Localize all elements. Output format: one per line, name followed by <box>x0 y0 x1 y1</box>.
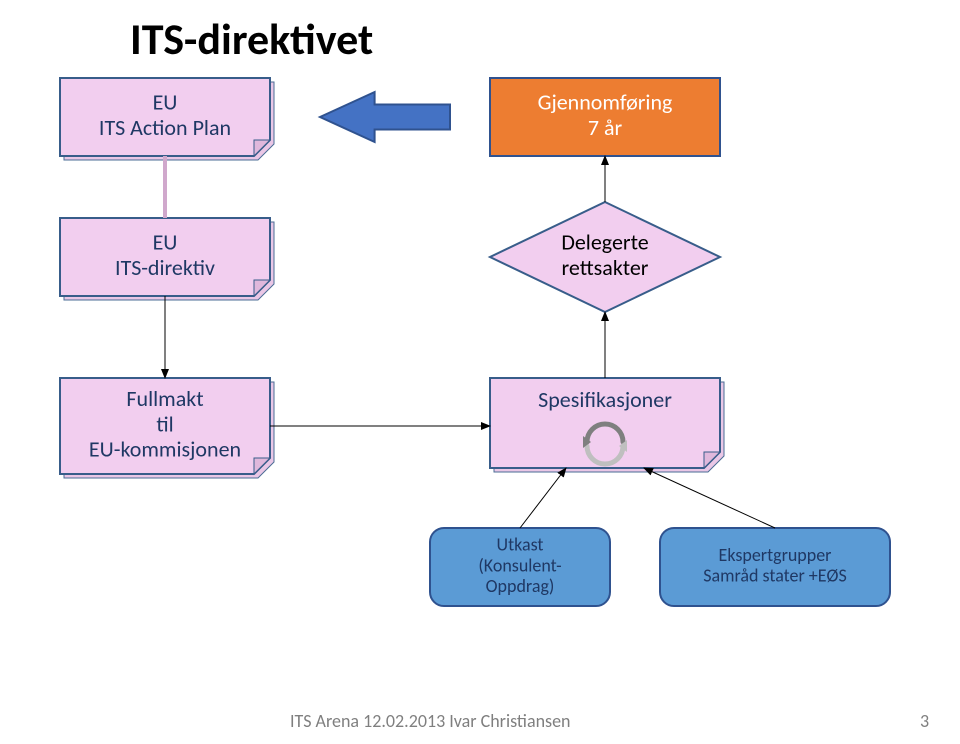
svg-text:(Konsulent-: (Konsulent- <box>478 554 561 576</box>
svg-text:7 år: 7 år <box>588 114 623 141</box>
flowchart-canvas: EUITS Action PlanGjennomføring7 årEUITS-… <box>0 0 960 744</box>
svg-text:EU: EU <box>153 89 178 116</box>
svg-text:EU-kommisjonen: EU-kommisjonen <box>89 436 241 463</box>
svg-text:Delegerte: Delegerte <box>561 229 648 256</box>
connector-6 <box>644 468 775 528</box>
svg-text:Gjennomføring: Gjennomføring <box>538 89 673 116</box>
connector-5 <box>520 468 566 528</box>
svg-text:Oppdrag): Oppdrag) <box>486 575 555 597</box>
svg-text:Ekspertgrupper: Ekspertgrupper <box>719 544 832 566</box>
svg-text:Samråd stater +EØS: Samråd stater +EØS <box>703 565 847 587</box>
svg-text:Fullmakt: Fullmakt <box>126 385 203 412</box>
svg-text:ITS-direktiv: ITS-direktiv <box>115 254 215 281</box>
svg-text:rettsakter: rettsakter <box>562 254 649 281</box>
svg-text:Spesifikasjoner: Spesifikasjoner <box>538 386 672 413</box>
svg-text:Utkast: Utkast <box>497 534 544 556</box>
svg-text:til: til <box>156 410 173 437</box>
svg-text:EU: EU <box>153 229 178 256</box>
big-arrow-left <box>320 92 450 142</box>
svg-text:ITS Action Plan: ITS Action Plan <box>99 114 231 141</box>
